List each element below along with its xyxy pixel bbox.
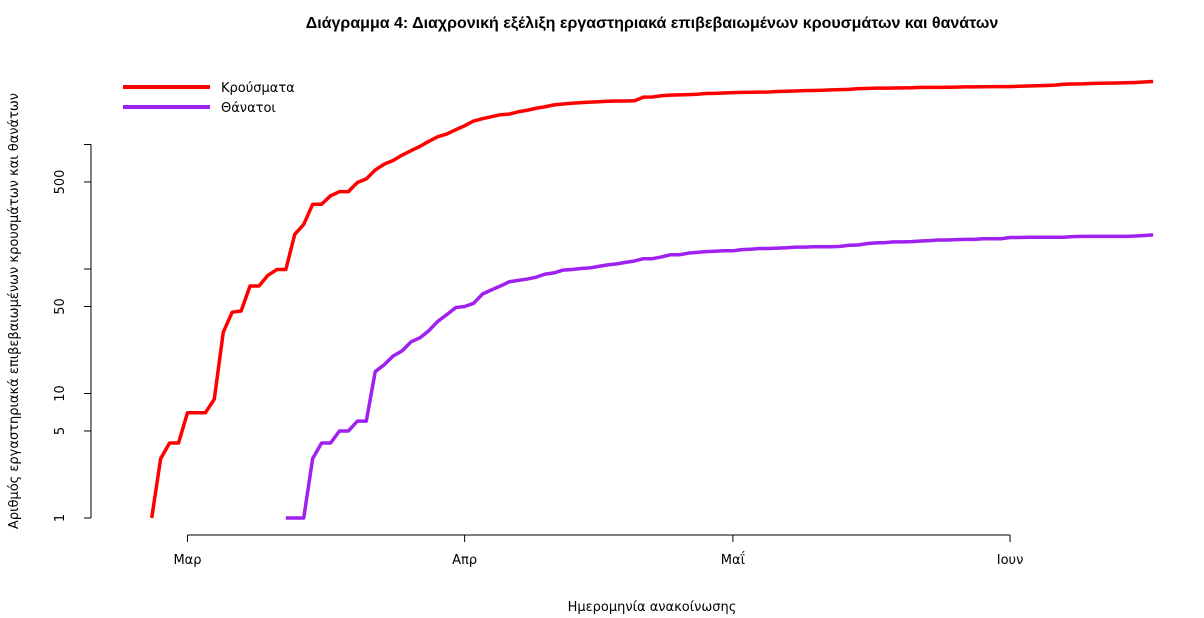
legend-label-2: Θάνατοι xyxy=(221,101,276,116)
series-line-2 xyxy=(285,233,1154,520)
y-tick-label: 10 xyxy=(53,385,68,402)
y-tick-label: 500 xyxy=(53,170,68,195)
y-tick-label: 1 xyxy=(53,514,68,522)
x-tick-label: Απρ xyxy=(452,553,477,568)
legend-label-1: Κρούσματα xyxy=(221,81,295,96)
plot-series xyxy=(149,79,1154,520)
y-tick-label: 5 xyxy=(53,427,68,435)
chart-title: Διάγραμμα 4: Διαχρονική εξέλιξη εργαστηρ… xyxy=(306,15,999,32)
series-line-1 xyxy=(149,79,1154,519)
x-axis-label: Ημερομηνία ανακοίνωσης xyxy=(568,600,737,615)
y-axis-ticks: 1 5 10 50 500 xyxy=(53,144,91,522)
legend: Κρούσματα Θάνατοι xyxy=(123,81,295,116)
x-tick-label: Ιουν xyxy=(997,553,1024,568)
y-axis-label: Αριθμός εργαστηριακά επιβεβαιωμένων κρου… xyxy=(7,93,22,529)
y-tick-label: 50 xyxy=(53,298,68,315)
x-tick-label: Μαΐ xyxy=(721,552,746,568)
x-axis-ticks: Μαρ Απρ Μαΐ Ιουν xyxy=(173,535,1023,568)
x-tick-label: Μαρ xyxy=(173,553,201,568)
